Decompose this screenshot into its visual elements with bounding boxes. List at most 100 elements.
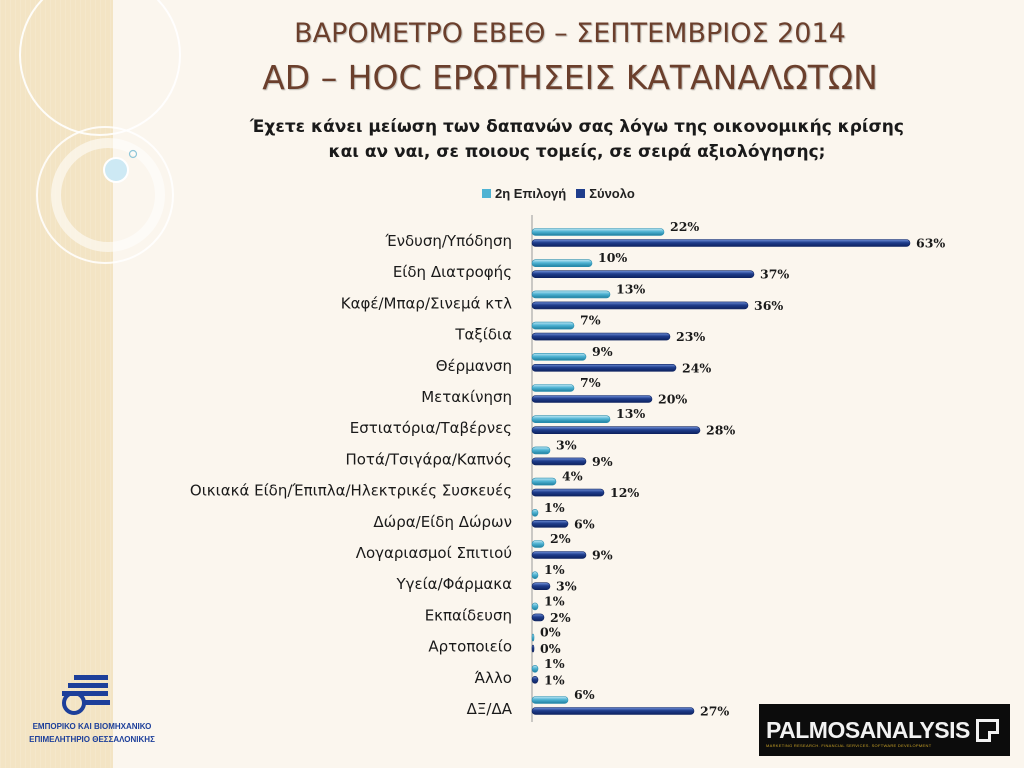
- bar-second-choice: [531, 477, 557, 486]
- data-label-second-choice: 4%: [562, 469, 583, 484]
- bar-second-choice: [531, 508, 539, 517]
- data-label-second-choice: 1%: [544, 593, 565, 608]
- bar-total: [531, 395, 653, 403]
- bar-total: [531, 332, 671, 341]
- category-label: Ένδυση/Υπόδηση: [384, 232, 512, 250]
- data-label-total: 1%: [544, 672, 565, 687]
- data-label-second-choice: 1%: [544, 656, 565, 671]
- data-label-second-choice: 6%: [574, 687, 595, 702]
- category-label: Υγεία/Φάρμακα: [395, 575, 512, 593]
- data-label-total: 6%: [574, 516, 595, 531]
- page-title-line2: AD – HOC ΕΡΩΤΗΣΕΙΣ ΚΑΤΑΝΑΛΩΤΩΝ: [262, 58, 878, 97]
- data-label-second-choice: 9%: [592, 344, 613, 359]
- data-label-second-choice: 0%: [540, 625, 561, 640]
- bar-total: [531, 488, 605, 497]
- bar-total: [531, 239, 911, 247]
- chart-legend: 2η Επιλογή Σύνολο: [482, 183, 635, 203]
- deco-ring-mid: [36, 126, 174, 264]
- category-label: Ποτά/Τσιγάρα/Καπνός: [345, 450, 512, 468]
- data-label-second-choice: 13%: [616, 406, 645, 421]
- data-label-total: 36%: [754, 298, 783, 313]
- data-label-total: 37%: [760, 267, 789, 282]
- bar-second-choice: [531, 602, 539, 611]
- category-label: ΔΞ/ΔΑ: [467, 700, 513, 718]
- palmos-brand-text: PALMOSANALYSIS: [766, 717, 970, 743]
- palmos-tagline: MARKETING RESEARCH. FINANCIAL SERVICES. …: [766, 743, 932, 748]
- category-label: Ταξίδια: [454, 326, 512, 344]
- legend-label-total: Σύνολο: [589, 185, 635, 201]
- survey-question-line1: Έχετε κάνει μείωση των δαπανών σας λόγω …: [250, 117, 904, 137]
- bar-total: [531, 363, 677, 372]
- chamber-name-line1: ΕΜΠΟΡΙΚΟ ΚΑΙ ΒΙΟΜΗΧΑΝΙΚΟ: [32, 722, 152, 731]
- data-label-second-choice: 1%: [544, 562, 565, 577]
- category-label: Άλλο: [475, 669, 512, 687]
- bar-second-choice: [531, 321, 575, 330]
- data-label-second-choice: 10%: [598, 250, 627, 265]
- bar-total: [531, 707, 695, 715]
- data-label-total: 28%: [706, 423, 735, 438]
- data-label-total: 24%: [682, 360, 711, 375]
- deco-ring-large: [19, 0, 181, 136]
- category-label: Είδη Διατροφής: [393, 263, 512, 281]
- bar-total: [531, 519, 569, 528]
- data-label-total: 9%: [592, 454, 613, 469]
- legend-item-second-choice: 2η Επιλογή: [482, 186, 566, 201]
- data-label-total: 27%: [700, 704, 729, 719]
- category-label: Θέρμανση: [436, 357, 512, 375]
- survey-question-line2: και αν ναι, σε ποιους τομείς, σε σειρά α…: [328, 142, 826, 162]
- data-label-total: 12%: [610, 485, 639, 500]
- data-label-second-choice: 22%: [670, 219, 699, 234]
- data-label-total: 2%: [550, 610, 571, 625]
- category-label: Μετακίνηση: [421, 388, 512, 406]
- legend-label-second-choice: 2η Επιλογή: [495, 185, 567, 201]
- bar-second-choice: [531, 540, 545, 548]
- category-label: Δώρα/Είδη Δώρων: [373, 513, 512, 531]
- bar-total: [531, 426, 701, 435]
- bar-total: [531, 613, 545, 622]
- category-label: Οικιακά Είδη/Έπιπλα/Ηλεκτρικές Συσκευές: [190, 482, 512, 500]
- bar-second-choice: [531, 633, 535, 642]
- bar-total: [531, 675, 539, 684]
- data-label-second-choice: 7%: [580, 313, 601, 328]
- category-label: Αρτοποιείο: [428, 638, 512, 656]
- data-label-total: 3%: [556, 579, 577, 594]
- data-label-second-choice: 13%: [616, 281, 645, 296]
- deco-dot: [128, 149, 138, 159]
- data-label-total: 20%: [658, 392, 687, 407]
- data-label-second-choice: 1%: [544, 500, 565, 515]
- palmos-analysis-logo: PALMOSANALYSIS MARKETING RESEARCH. FINAN…: [759, 704, 1010, 756]
- chart-plot-area: Ένδυση/Υπόδηση 22% 63% Είδη Διατροφής 10% 37%…: [190, 215, 945, 722]
- bar-second-choice: [531, 228, 665, 236]
- bar-second-choice: [531, 259, 593, 268]
- bar-second-choice: [531, 352, 587, 361]
- bar-second-choice: [531, 290, 611, 299]
- bar-second-choice: [531, 696, 569, 704]
- bar-second-choice: [531, 384, 575, 392]
- chamber-emblem-icon: [62, 675, 110, 715]
- bar-total: [531, 582, 551, 591]
- palmos-square-icon: [975, 718, 999, 742]
- data-label-total: 0%: [540, 641, 561, 656]
- deco-ring-inner: [51, 138, 165, 252]
- bar-total: [531, 270, 755, 279]
- bar-second-choice: [531, 664, 539, 673]
- data-label-total: 63%: [916, 236, 945, 251]
- chamber-name-line2: ΕΠΙΜΕΛΗΤΗΡΙΟ ΘΕΣΣΑΛΟΝΙΚΗΣ: [29, 735, 155, 744]
- bar-second-choice: [531, 571, 539, 580]
- category-label: Εστιατόρια/Ταβέρνες: [350, 419, 512, 437]
- data-label-second-choice: 3%: [556, 437, 577, 452]
- bar-total: [531, 301, 749, 310]
- bar-second-choice: [531, 446, 551, 455]
- survey-question: Έχετε κάνει μείωση των δαπανών σας λόγω …: [222, 115, 932, 165]
- legend-swatch-second-choice: [482, 188, 491, 198]
- legend-swatch-total: [576, 188, 586, 198]
- bar-second-choice: [531, 415, 611, 424]
- category-label: Καφέ/Μπαρ/Σινεμά κτλ: [341, 294, 512, 312]
- data-label-second-choice: 2%: [550, 531, 571, 546]
- category-label: Εκπαίδευση: [425, 606, 512, 624]
- bar-total: [531, 457, 587, 466]
- data-label-second-choice: 7%: [580, 375, 601, 390]
- decorative-circles: [19, 0, 181, 264]
- category-label: Λογαριασμοί Σπιτιού: [356, 544, 512, 562]
